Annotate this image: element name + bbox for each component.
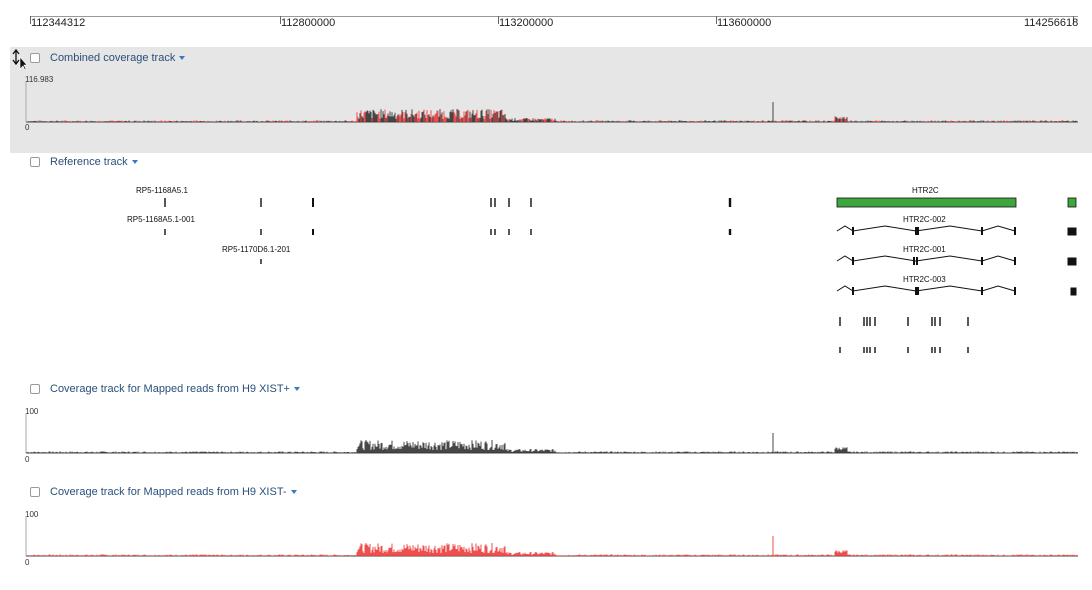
reference-track-header: Reference track: [30, 156, 138, 168]
combined-track-title[interactable]: Combined coverage track: [50, 52, 176, 64]
chevron-down-icon[interactable]: [179, 56, 186, 61]
gene-label: HTR2C-003: [903, 275, 946, 284]
gene-label: HTR2C-002: [903, 215, 946, 224]
gene-label: RP5-1170D6.1-201: [222, 245, 291, 254]
ruler-tick-label: 112344312: [31, 17, 86, 29]
xist-minus-track-menu[interactable]: Coverage track for Mapped reads from H9 …: [50, 486, 297, 498]
htr2c-transcripts[interactable]: [836, 225, 1077, 353]
xist-plus-track-title[interactable]: Coverage track for Mapped reads from H9 …: [50, 383, 290, 395]
chevron-down-icon[interactable]: [290, 490, 297, 495]
xist-minus-track-header: Coverage track for Mapped reads from H9 …: [30, 486, 297, 498]
xist-plus-max-label: 100: [25, 407, 39, 416]
reference-track-menu[interactable]: Reference track: [50, 156, 138, 168]
gene-bar[interactable]: [1067, 197, 1077, 208]
ruler-tick: [30, 16, 31, 24]
combined-max-label: 116.983: [25, 75, 54, 84]
transcript-row[interactable]: [164, 229, 732, 264]
ruler-tick-label: 112800000: [281, 17, 336, 29]
gene-feature-row[interactable]: [164, 198, 732, 207]
gene-label: RP5-1168A5.1: [136, 186, 188, 195]
htr2c-gene-bar[interactable]: [836, 197, 1017, 208]
combined-coverage-track[interactable]: [10, 47, 1092, 153]
reference-track-title[interactable]: Reference track: [50, 156, 128, 168]
xist-plus-track-header: Coverage track for Mapped reads from H9 …: [30, 383, 300, 395]
combined-min-label: 0: [25, 123, 30, 132]
xist-minus-track-checkbox[interactable]: [30, 487, 40, 497]
combined-track-menu[interactable]: Combined coverage track: [50, 52, 186, 64]
reference-track-checkbox[interactable]: [30, 157, 40, 167]
xist-plus-min-label: 0: [25, 455, 30, 464]
ruler-line: [30, 16, 1078, 17]
ruler-tick-label: 113600000: [717, 17, 772, 29]
genome-ruler[interactable]: 112344312 112800000 113200000 113600000 …: [30, 8, 1078, 34]
ruler-tick: [1073, 16, 1074, 24]
gene-label: HTR2C: [912, 186, 939, 195]
ruler-tick: [280, 16, 281, 24]
combined-track-checkbox[interactable]: [30, 53, 40, 63]
ruler-tick: [498, 16, 499, 24]
reference-gene-plot: RP5-1168A5.1 RP5-1168A5.1-001 RP5-1170D6…: [127, 186, 1077, 353]
chevron-down-icon[interactable]: [293, 387, 300, 392]
xist-plus-track-checkbox[interactable]: [30, 384, 40, 394]
xist-plus-track-menu[interactable]: Coverage track for Mapped reads from H9 …: [50, 383, 300, 395]
xist-minus-coverage-plot: [25, 516, 1078, 557]
gene-label: HTR2C-001: [903, 245, 946, 254]
resize-handle-icon[interactable]: [12, 48, 28, 71]
gene-label: RP5-1168A5.1-001: [127, 215, 195, 224]
combined-coverage-plot: [25, 82, 1078, 123]
xist-minus-min-label: 0: [25, 558, 30, 567]
combined-track-header: Combined coverage track: [30, 52, 186, 64]
chevron-down-icon[interactable]: [131, 160, 138, 165]
ruler-tick-label: 113200000: [499, 17, 554, 29]
xist-plus-coverage-plot: [25, 413, 1078, 454]
ruler-tick-label: 114256618: [1024, 17, 1079, 29]
xist-minus-track-title[interactable]: Coverage track for Mapped reads from H9 …: [50, 486, 287, 498]
ruler-tick: [716, 16, 717, 24]
xist-minus-max-label: 100: [25, 510, 39, 519]
